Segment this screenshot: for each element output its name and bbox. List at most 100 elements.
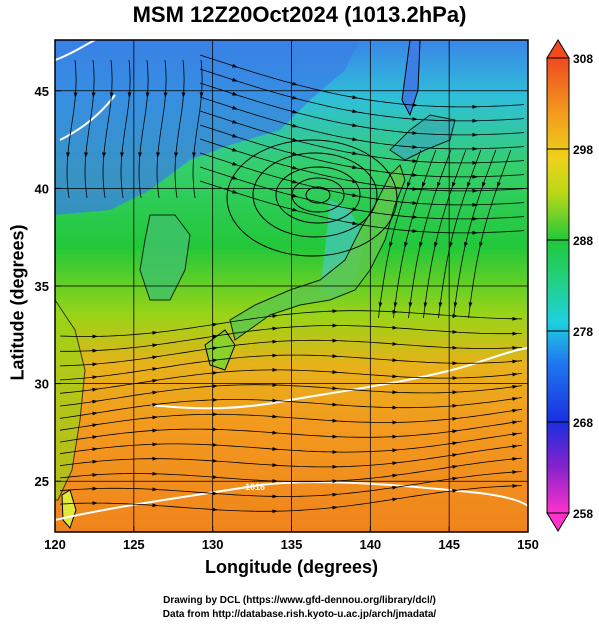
colorbar-tick-label: 268 [573,416,593,430]
streamline [199,82,525,136]
streamline-arrow [472,118,478,123]
streamline-arrow [232,105,238,110]
streamline-arrow [352,137,358,142]
streamline [59,339,523,367]
streamline-arrow [472,202,478,207]
streamline-arrow [392,341,398,346]
streamline-arrow [392,405,398,410]
streamline-arrow [120,152,124,158]
sakhalin [401,40,421,117]
streamline-arrow [292,109,298,114]
streamline-arrow [292,137,298,142]
streamline-arrow [332,450,338,454]
streamline-arrow [392,497,398,502]
streamline-arrow [152,456,158,461]
streamline-arrow [512,384,518,389]
streamline [378,149,422,319]
streamline-arrow [152,487,158,492]
streamline-arrow [392,485,398,490]
streamline-arrow [419,242,423,248]
streamline-arrow [292,81,298,86]
streamline-arrow [468,302,473,308]
colorbar-tick-label: 308 [573,52,593,66]
streamline-arrow [512,457,518,461]
isobar-contour [149,347,528,410]
streamline-arrow [412,229,418,233]
streamline-arrow [412,117,418,121]
x-axis-ticks: 120 125 130 135 140 145 150 [44,526,539,552]
streamline-arrow [452,182,456,188]
streamline-arrow [92,399,98,404]
streamline-arrow [352,123,358,128]
streamline-arrow [392,448,398,453]
streamline-arrow [272,463,278,468]
streamline-arrow [292,123,298,128]
streamline [156,59,167,199]
streamline-arrow [332,370,338,374]
streamline-arrow [212,442,218,447]
streamline-arrow [412,201,418,205]
streamline [120,59,131,199]
streamline [199,110,525,164]
streamline-arrow [232,119,238,124]
streamline-arrow [332,492,338,497]
streamline-arrow [449,242,453,248]
y-tick-label: 40 [35,181,49,196]
streamline-arrow [412,131,418,135]
y-tick-label: 30 [35,377,49,392]
streamline-arrow [212,427,218,432]
contour-label: 1016 [245,482,265,492]
streamline-arrow [92,362,98,367]
streamline-arrow [332,464,338,469]
streamline-arrow [472,132,478,137]
x-axis-label: Longitude (degrees) [204,557,378,577]
streamline-arrow [66,152,70,158]
streamline-arrow [152,402,158,407]
streamline-arrow [389,242,393,248]
streamline [199,180,525,234]
streamline-arrow [392,325,398,330]
isobar-contour [55,481,528,521]
streamline-arrow [512,359,518,364]
streamline-arrow [212,346,218,351]
streamline [102,59,113,199]
streamline-arrow [212,491,218,496]
streamline [199,124,525,178]
streamline-arrow [332,434,338,439]
streamline-arrow [272,326,278,331]
streamline-arrow [423,302,428,308]
streamline-arrow [438,302,443,308]
streamline-arrow [152,378,158,383]
streamline-arrow [192,152,196,158]
streamline-arrow [412,145,418,149]
y-tick-label: 25 [35,474,49,489]
x-tick-label: 130 [202,537,224,552]
streamline-arrow [163,92,168,98]
streamline [199,166,525,220]
streamline-arrow [92,501,98,506]
credit-drawing: Drawing by DCL (https://www.gfd-dennou.o… [163,595,436,606]
colorbar-top-arrow [546,39,570,59]
streamline-arrow [292,207,298,212]
streamline [59,471,523,497]
streamline-arrow [352,151,358,156]
isobar-contour [55,40,96,61]
streamline-arrow [352,165,358,170]
colorbar: 258 268 278 288 298 308 [546,39,593,532]
streamline [393,149,437,319]
streamline-arrow [332,338,338,343]
streamline-arrow [392,390,398,395]
streamline-arrow [412,159,418,163]
streamline-arrow [472,216,478,221]
streamline-arrow [92,435,98,440]
streamline [423,149,467,319]
streamline-arrow [272,494,278,499]
streamline-arrow [152,428,158,433]
streamline-arrow [392,473,398,478]
streamline-arrow [392,374,398,379]
streamline-arrow [92,473,98,477]
wind-streamlines [59,54,525,514]
streamline-arrow [292,193,298,198]
streamline-arrow [407,182,411,188]
